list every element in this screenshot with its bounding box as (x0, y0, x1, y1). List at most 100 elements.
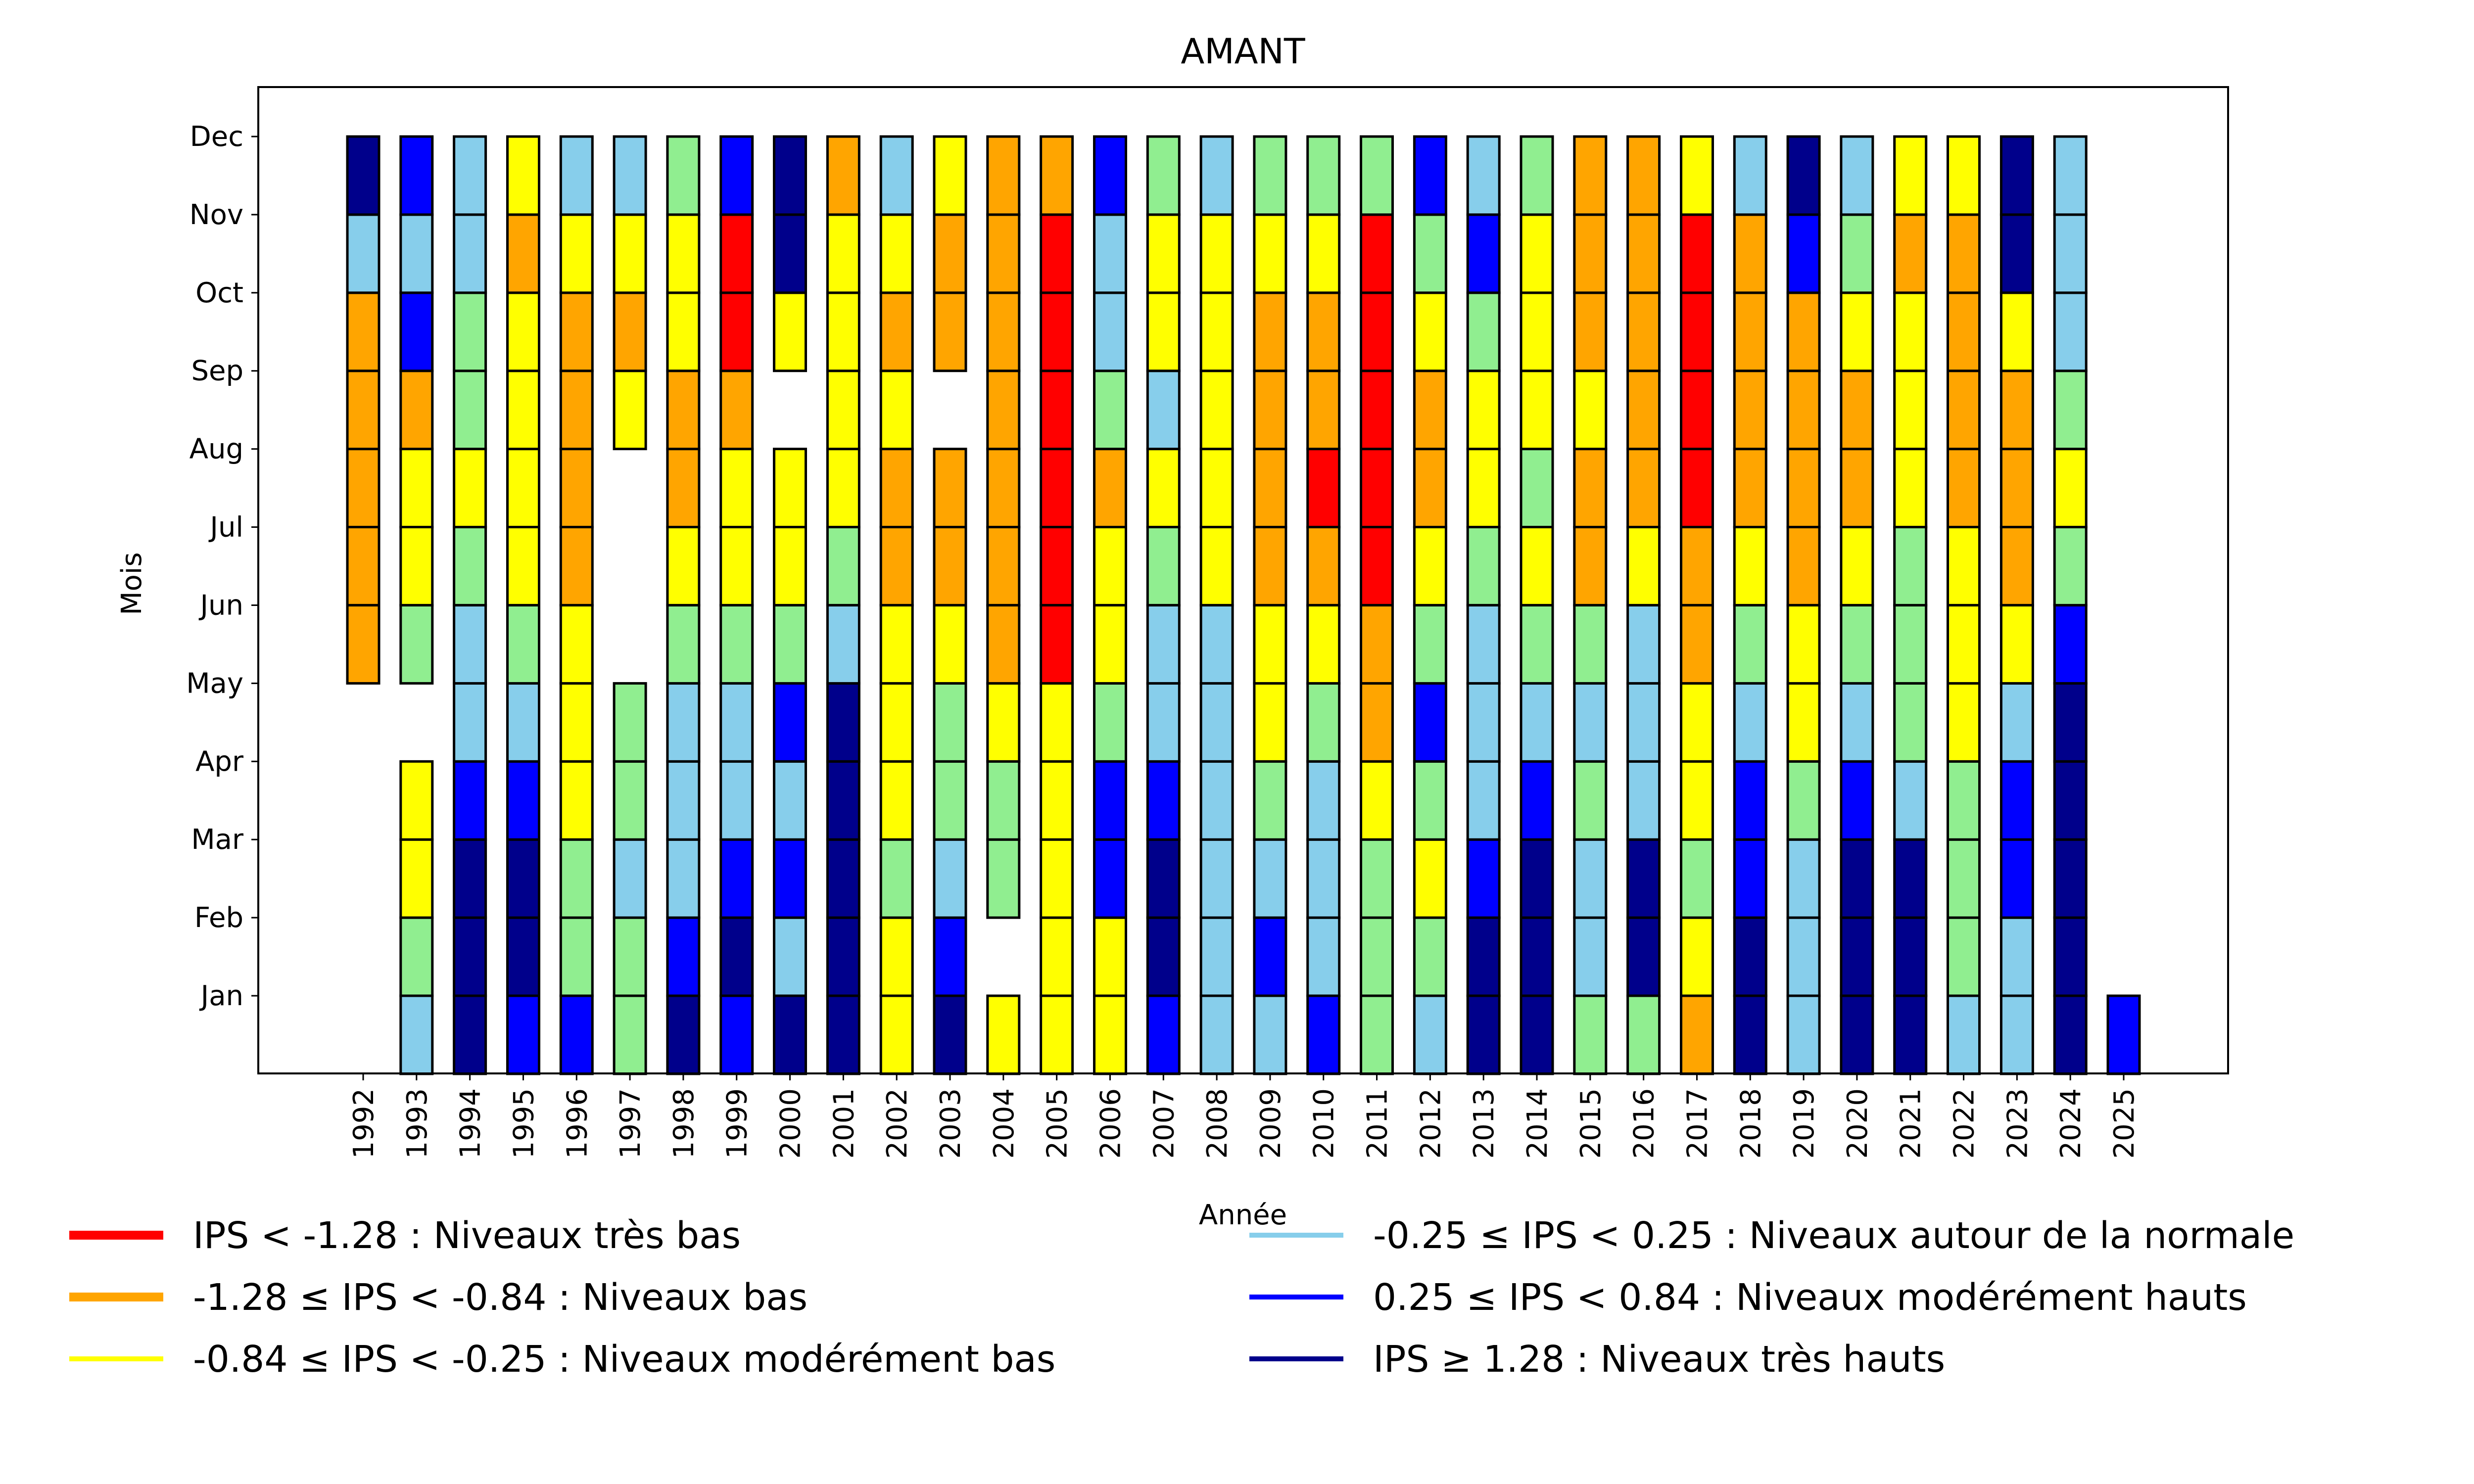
cell-2018-mar (1733, 838, 1767, 919)
cell-2014-jul (1520, 526, 1554, 606)
cell-2024-jul (2053, 526, 2088, 606)
cell-2010-mar (1306, 838, 1341, 919)
cell-2024-aug (2053, 448, 2088, 528)
cell-2007-jan (1146, 994, 1181, 1075)
cell-2016-feb (1626, 916, 1661, 997)
cell-2011-apr (1360, 760, 1394, 841)
cell-2002-apr (879, 760, 914, 841)
cell-1999-oct (719, 291, 754, 372)
cell-2010-nov (1306, 213, 1341, 294)
cell-1999-apr (719, 760, 754, 841)
cell-2013-mar (1466, 838, 1501, 919)
x-tick-label-2014: 2014 (1522, 1088, 1554, 1159)
cell-2014-may (1520, 682, 1554, 763)
cell-2022-apr (1947, 760, 1981, 841)
cell-2010-feb (1306, 916, 1341, 997)
cell-2004-jul (986, 526, 1021, 606)
cell-1994-feb (453, 916, 487, 997)
cell-2014-mar (1520, 838, 1554, 919)
cell-1999-jul (719, 526, 754, 606)
cell-2020-jan (1840, 994, 1874, 1075)
cell-2007-dec (1146, 135, 1181, 216)
cell-1994-jan (453, 994, 487, 1075)
cell-2012-aug (1413, 448, 1447, 528)
cell-2023-oct (1999, 291, 2034, 372)
cell-2013-feb (1466, 916, 1501, 997)
cell-2019-jan (1786, 994, 1821, 1075)
cell-2022-aug (1947, 448, 1981, 528)
x-tick-label-2008: 2008 (1201, 1088, 1234, 1159)
cell-1997-oct (613, 291, 647, 372)
cell-2003-jun (933, 604, 967, 685)
cell-2018-apr (1733, 760, 1767, 841)
cell-1996-sep (559, 370, 594, 451)
legend: IPS < -1.28 : Niveaux très bas -1.28 ≤ IP… (69, 1214, 2294, 1381)
cell-2004-oct (986, 291, 1021, 372)
cell-2006-jun (1093, 604, 1127, 685)
cell-2002-jun (879, 604, 914, 685)
cell-2007-feb (1146, 916, 1181, 997)
cell-2005-dec (1040, 135, 1074, 216)
cell-1998-nov (666, 213, 701, 294)
cell-2017-jul (1680, 526, 1714, 606)
cell-1993-feb (399, 916, 434, 997)
cell-1995-nov (506, 213, 540, 294)
cell-2003-feb (933, 916, 967, 997)
x-axis: 1992 1993 1994 1995 1996 1997 1998 1999 2000 2001… (348, 1073, 2141, 1159)
cell-1995-jan (506, 994, 540, 1075)
cell-2017-dec (1680, 135, 1714, 216)
cell-2002-jul (879, 526, 914, 606)
cell-2023-apr (1999, 760, 2034, 841)
cell-2016-aug (1626, 448, 1661, 528)
cell-2021-dec (1893, 135, 1928, 216)
x-tick-label-1994: 1994 (455, 1088, 487, 1159)
cell-2008-dec (1199, 135, 1234, 216)
cell-2002-sep (879, 370, 914, 451)
cell-1996-jul (559, 526, 594, 606)
cell-2014-jun (1520, 604, 1554, 685)
cell-2015-mar (1573, 838, 1608, 919)
legend-label: -1.28 ≤ IPS < -0.84 : Niveaux bas (193, 1276, 808, 1319)
x-tick-label-1995: 1995 (508, 1088, 540, 1159)
cell-2018-jun (1733, 604, 1767, 685)
cell-1999-feb (719, 916, 754, 997)
cell-2014-jan (1520, 994, 1554, 1075)
cell-2018-dec (1733, 135, 1767, 216)
cell-2023-jun (1999, 604, 2034, 685)
y-tick-label-feb: Feb (194, 902, 243, 934)
cell-2020-dec (1840, 135, 1874, 216)
cell-2002-dec (879, 135, 914, 216)
cell-2008-nov (1199, 213, 1234, 294)
cell-2007-aug (1146, 448, 1181, 528)
cell-2023-aug (1999, 448, 2034, 528)
x-tick-label-2011: 2011 (1362, 1088, 1394, 1159)
cell-2024-nov (2053, 213, 2088, 294)
cell-2004-dec (986, 135, 1021, 216)
cell-1992-jun (346, 604, 381, 685)
cell-2020-feb (1840, 916, 1874, 997)
cell-2024-may (2053, 682, 2088, 763)
cell-2004-aug (986, 448, 1021, 528)
cell-2015-jan (1573, 994, 1608, 1075)
cell-2005-may (1040, 682, 1074, 763)
legend-label: IPS ≥ 1.28 : Niveaux très hauts (1373, 1338, 1945, 1381)
x-tick-label-2007: 2007 (1148, 1088, 1180, 1159)
cell-2021-aug (1893, 448, 1928, 528)
cell-2008-jul (1199, 526, 1234, 606)
cell-2014-oct (1520, 291, 1554, 372)
cell-1998-may (666, 682, 701, 763)
y-axis-title: Mois (116, 552, 148, 615)
cell-1995-oct (506, 291, 540, 372)
cell-2020-nov (1840, 213, 1874, 294)
cell-2004-apr (986, 760, 1021, 841)
cell-2024-sep (2053, 370, 2088, 451)
cell-1996-feb (559, 916, 594, 997)
cell-2000-may (773, 682, 807, 763)
cell-2024-feb (2053, 916, 2088, 997)
cell-2015-apr (1573, 760, 1608, 841)
cell-1995-may (506, 682, 540, 763)
cell-1995-sep (506, 370, 540, 451)
cell-2004-nov (986, 213, 1021, 294)
cell-2004-may (986, 682, 1021, 763)
cell-1997-sep (613, 370, 647, 451)
